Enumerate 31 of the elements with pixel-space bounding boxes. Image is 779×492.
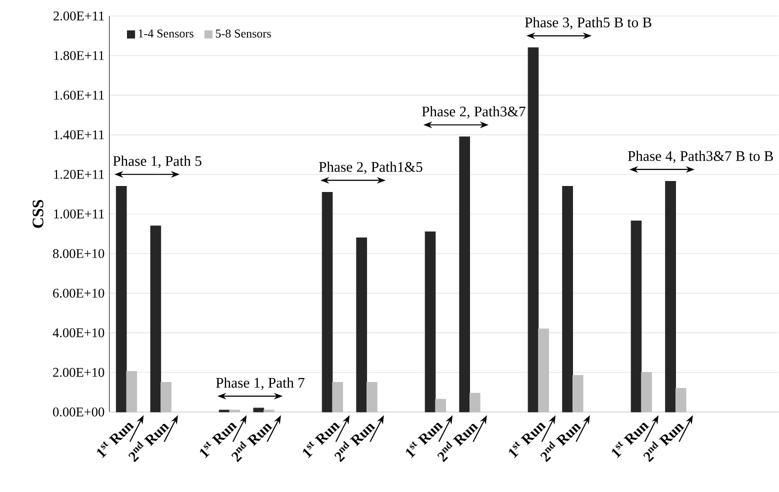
annotation: Phase 1, Path 5: [113, 156, 202, 168]
annotation: Phase 1, Path 7: [216, 377, 304, 390]
annotation: Phase 4, Path3&7 B to B: [628, 150, 773, 164]
bar: [253, 408, 264, 412]
bar: [356, 237, 368, 412]
y-tick-label: 1.40E+11: [54, 130, 104, 140]
y-tick-label: 2.00E+11: [54, 11, 104, 21]
bar: [562, 186, 573, 412]
y-tick-label: 0.00E+00: [53, 407, 104, 417]
annotation: Phase 3, Path5 B to B: [524, 17, 652, 30]
y-tick-label: 4.00E+10: [52, 328, 104, 338]
y-tick-label: 2.00E+10: [53, 368, 104, 377]
y-tick-label: 6.00E+10: [53, 288, 104, 298]
bar: [150, 226, 162, 412]
y-tick-label: 1.00E+11: [54, 209, 104, 219]
legend-label: 1-4 Sensors: [138, 30, 194, 38]
bar: [630, 220, 642, 412]
y-tick-label: 1.20E+11: [54, 170, 104, 179]
annotation: Phase 2, Path1&5: [319, 162, 422, 174]
bar: [665, 181, 676, 412]
y-tick-label: 8.00E+10: [53, 249, 104, 258]
y-tick-label: 1.80E+11: [54, 51, 104, 60]
legend-label: 5-8 Sensors: [216, 29, 271, 38]
y-tick-label: 1.60E+11: [54, 90, 104, 100]
bar: [424, 232, 436, 412]
bar: [116, 186, 127, 412]
annotation: Phase 2, Path3&7: [422, 106, 526, 119]
bar: [459, 136, 470, 412]
bar: [322, 192, 333, 412]
bar: [528, 47, 539, 412]
y-axis-title: CSS: [32, 200, 44, 228]
